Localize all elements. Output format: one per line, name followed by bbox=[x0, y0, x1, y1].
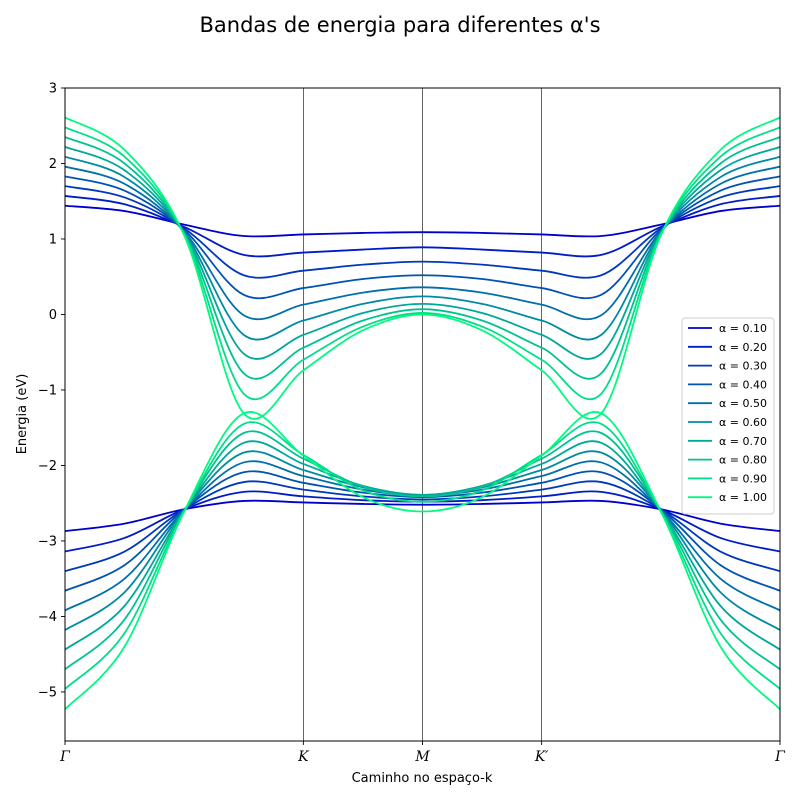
x-tick-label: K bbox=[297, 749, 310, 765]
series-line-upper bbox=[65, 175, 780, 300]
x-axis: Γ K M K′ Γ bbox=[59, 741, 786, 765]
x-tick-label: Γ bbox=[774, 749, 786, 765]
legend-label: α = 0.30 bbox=[719, 360, 767, 373]
y-tick-label: 3 bbox=[49, 82, 57, 97]
legend-label: α = 0.80 bbox=[719, 454, 767, 467]
legend-label: α = 0.20 bbox=[719, 341, 767, 354]
legend-label: α = 0.90 bbox=[719, 472, 767, 485]
legend-label: α = 1.00 bbox=[719, 491, 767, 504]
chart-title: Bandas de energia para diferentes α's bbox=[199, 13, 600, 37]
x-tick-label: K′ bbox=[534, 749, 549, 765]
y-tick-label: −5 bbox=[38, 685, 57, 700]
series-line-upper bbox=[65, 195, 780, 258]
x-tick-label: M bbox=[414, 749, 430, 765]
x-tick-label: Γ bbox=[59, 749, 71, 765]
legend-label: α = 0.60 bbox=[719, 416, 767, 429]
legend-label: α = 0.70 bbox=[719, 435, 767, 448]
y-tick-label: 0 bbox=[49, 308, 57, 323]
legend-label: α = 0.50 bbox=[719, 397, 767, 410]
series-line-upper bbox=[65, 185, 780, 279]
plot-area bbox=[64, 87, 781, 742]
y-tick-label: −2 bbox=[38, 459, 57, 474]
y-axis: 3 2 1 0 −1 −2 −3 −4 −5 bbox=[38, 82, 65, 700]
legend: α = 0.10 α = 0.20 α = 0.30 α = 0.40 α = 0.50… bbox=[681, 317, 775, 515]
y-tick-label: −4 bbox=[38, 610, 57, 625]
y-axis-title: Energia (eV) bbox=[15, 374, 30, 455]
series-line-upper bbox=[65, 204, 780, 238]
y-tick-label: 2 bbox=[49, 157, 57, 172]
legend-label: α = 0.10 bbox=[719, 322, 767, 335]
y-tick-label: −1 bbox=[38, 383, 57, 398]
x-axis-title: Caminho no espaço-k bbox=[352, 771, 493, 786]
series-line-lower bbox=[65, 411, 780, 710]
series-line-upper bbox=[65, 116, 780, 420]
legend-box bbox=[681, 317, 775, 515]
y-tick-label: −3 bbox=[38, 534, 57, 549]
legend-label: α = 0.40 bbox=[719, 378, 767, 391]
y-tick-label: 1 bbox=[49, 232, 57, 247]
